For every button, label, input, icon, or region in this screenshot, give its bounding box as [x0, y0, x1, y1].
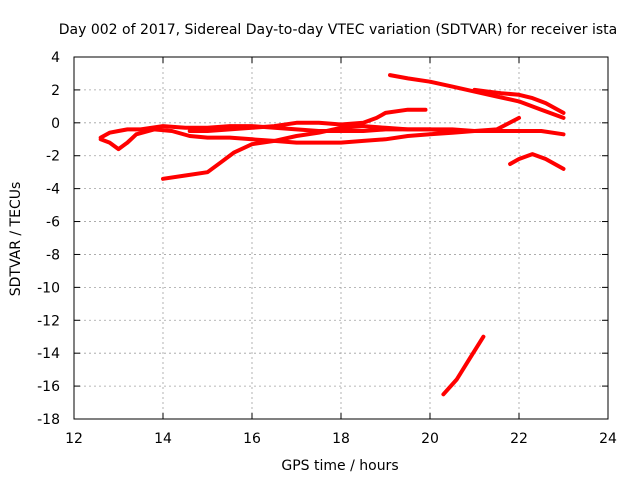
y-tick-label: -6 — [46, 215, 60, 231]
y-tick-label: 0 — [51, 116, 60, 132]
y-tick-label: -12 — [37, 313, 60, 329]
x-tick-label: 14 — [154, 431, 172, 447]
x-tick-label: 16 — [243, 431, 261, 447]
series-trace-8 — [441, 334, 486, 397]
x-tick-label: 20 — [421, 431, 439, 447]
y-tick-label: -10 — [37, 280, 60, 296]
data-series — [98, 73, 566, 397]
x-tick-label: 18 — [332, 431, 350, 447]
series-trace-4 — [187, 107, 428, 133]
x-tick-label: 12 — [65, 431, 83, 447]
y-tick-label: -8 — [46, 247, 60, 263]
chart-title: Day 002 of 2017, Sidereal Day-to-day VTE… — [59, 22, 617, 38]
y-tick-label: 2 — [51, 83, 60, 99]
series-trace-3 — [161, 124, 477, 181]
grid-lines — [74, 57, 608, 419]
y-tick-label: -18 — [37, 412, 60, 428]
series-trace-6 — [472, 87, 566, 115]
series-trace-7 — [508, 152, 566, 171]
y-tick-label: -14 — [37, 346, 60, 362]
y-tick-label: -16 — [37, 379, 60, 395]
y-tick-label: -4 — [46, 182, 60, 198]
x-tick-label: 24 — [599, 431, 617, 447]
y-axis-label: SDTVAR / TECUs — [8, 182, 24, 297]
x-axis-label: GPS time / hours — [281, 458, 398, 474]
axis-ticks — [73, 56, 609, 420]
x-tick-label: 22 — [510, 431, 528, 447]
y-tick-label: -2 — [46, 149, 60, 165]
y-tick-label: 4 — [51, 50, 60, 66]
